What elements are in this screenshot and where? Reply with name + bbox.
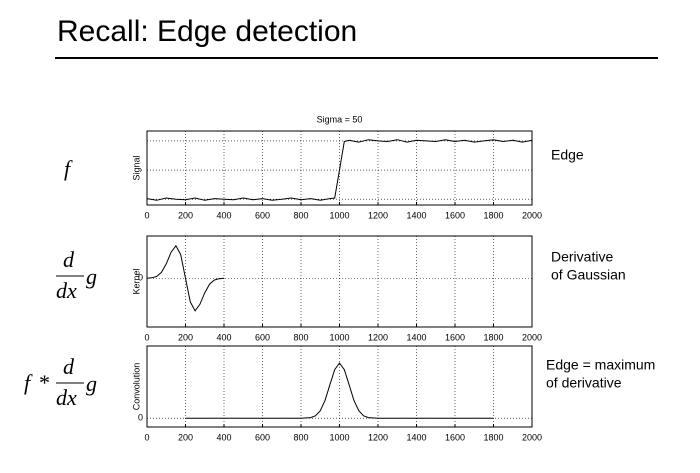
x-tick-label: 1200 [368, 210, 388, 220]
x-tick-label: 1600 [445, 432, 465, 442]
x-tick-label: 800 [293, 332, 308, 342]
x-tick-label: 1000 [329, 332, 349, 342]
note: Edge [551, 147, 584, 163]
x-tick-label: 1200 [368, 332, 388, 342]
y-tick-label: 0 [138, 413, 143, 423]
y-axis-label: Signal [131, 155, 141, 180]
x-tick-label: 200 [178, 332, 193, 342]
y-tick-label: 0 [138, 273, 143, 283]
y-axis-label: Kernel [131, 268, 141, 294]
y-axis-label: Convolution [131, 363, 141, 411]
x-tick-label: 1200 [368, 432, 388, 442]
x-tick-label: 0 [144, 210, 149, 220]
math-g: g [86, 371, 97, 396]
x-tick-label: 600 [255, 432, 270, 442]
x-tick-label: 2000 [522, 210, 542, 220]
math-g: g [86, 264, 97, 289]
x-tick-label: 800 [293, 210, 308, 220]
x-tick-label: 2000 [522, 432, 542, 442]
x-tick-label: 1400 [406, 332, 426, 342]
math-star: * [38, 370, 49, 395]
x-tick-label: 1800 [483, 332, 503, 342]
note: of Gaussian [551, 267, 626, 283]
data-line [146, 139, 533, 201]
x-tick-label: 1000 [329, 210, 349, 220]
math-dx: dx [56, 385, 77, 410]
x-tick-label: 0 [144, 432, 149, 442]
chart-title: Sigma = 50 [317, 114, 363, 124]
x-tick-label: 1800 [483, 210, 503, 220]
x-tick-label: 400 [216, 210, 231, 220]
x-tick-label: 1400 [406, 210, 426, 220]
x-tick-label: 1600 [445, 332, 465, 342]
math-f: f [64, 156, 73, 181]
x-tick-label: 400 [216, 332, 231, 342]
note: of derivative [546, 375, 622, 391]
plot-frame [146, 345, 533, 428]
x-tick-label: 400 [216, 432, 231, 442]
x-tick-label: 200 [178, 432, 193, 442]
data-line [146, 244, 225, 312]
slide-title: Recall: Edge detection [57, 15, 357, 48]
math-f: f [24, 370, 33, 395]
x-tick-label: 1600 [445, 210, 465, 220]
math-d: d [63, 354, 75, 379]
x-tick-label: 200 [178, 210, 193, 220]
x-tick-label: 600 [255, 210, 270, 220]
x-tick-label: 600 [255, 332, 270, 342]
math-dx: dx [56, 278, 77, 303]
x-tick-label: 1800 [483, 432, 503, 442]
x-tick-label: 2000 [522, 332, 542, 342]
x-tick-label: 1000 [329, 432, 349, 442]
x-tick-label: 800 [293, 432, 308, 442]
math-d: d [63, 247, 75, 272]
x-tick-label: 0 [144, 332, 149, 342]
note: Derivative [551, 249, 613, 265]
data-line [185, 362, 494, 419]
x-tick-label: 1400 [406, 432, 426, 442]
note: Edge = maximum [546, 357, 655, 373]
